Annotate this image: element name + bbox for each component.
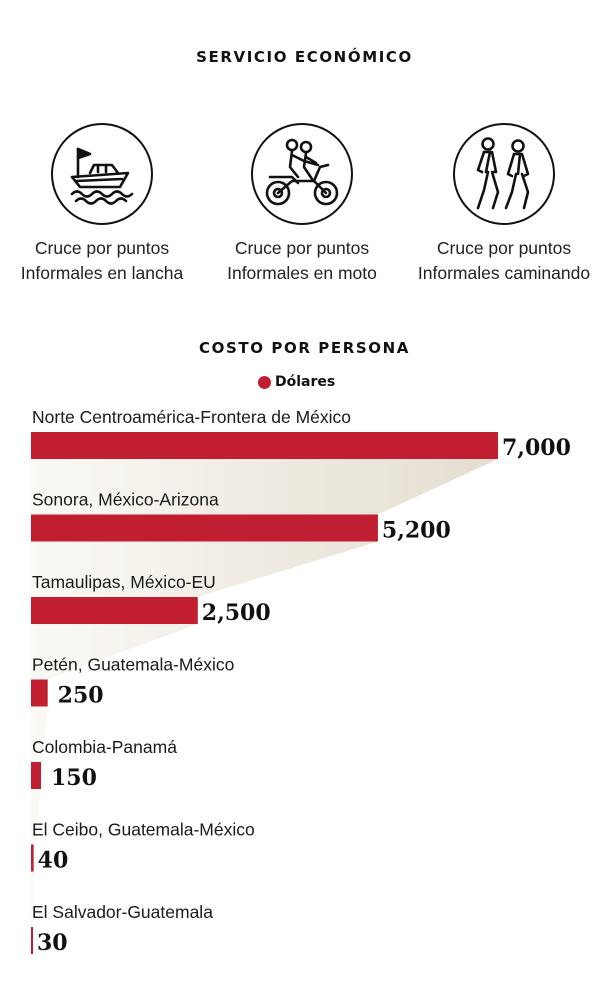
legend-label: Dólares	[275, 374, 336, 390]
bar	[31, 844, 34, 872]
value-label: 150	[51, 765, 97, 791]
bar	[31, 927, 34, 954]
bar	[31, 514, 378, 542]
chart-title: COSTO POR PERSONA	[199, 339, 410, 357]
category-label: Colombia-Panamá	[32, 737, 177, 757]
category-label: El Ceibo, Guatemala-México	[32, 820, 255, 840]
mode-caption-line2: Informales en lancha	[20, 263, 184, 283]
value-label: 7,000	[502, 435, 571, 461]
chart-legend: Dólares	[258, 374, 335, 390]
value-label: 250	[58, 683, 104, 709]
mode-walking: Cruce por puntos Informales caminando	[404, 123, 604, 286]
category-label: Tamaulipas, México-EU	[32, 572, 216, 592]
category-label: Sonora, México-Arizona	[32, 490, 219, 510]
bar	[31, 432, 498, 459]
boat-icon	[51, 123, 153, 225]
value-label: 40	[38, 848, 69, 874]
bar	[31, 762, 42, 789]
category-label: Petén, Guatemala-México	[32, 655, 234, 675]
mode-caption-line2: Informales en moto	[227, 263, 377, 283]
category-label: El Salvador-Guatemala	[32, 902, 213, 922]
motorcycle-icon	[251, 123, 353, 225]
mode-caption-line1: Cruce por puntos	[436, 238, 572, 258]
value-wedge-shading	[31, 432, 498, 954]
legend-dot	[258, 375, 271, 389]
value-label: 30	[37, 930, 68, 956]
bar	[31, 679, 48, 707]
category-label: Norte Centroamérica-Frontera de México	[32, 407, 351, 427]
mode-caption-line1: Cruce por puntos	[234, 238, 370, 258]
mode-boat: Cruce por puntos Informales en lancha	[2, 123, 202, 286]
mode-motorcycle: Cruce por puntos Informales en moto	[202, 123, 402, 286]
bar	[31, 597, 198, 624]
value-label: 5,200	[382, 518, 451, 544]
walking-people-icon	[453, 123, 555, 225]
mode-caption-line2: Informales caminando	[417, 263, 591, 283]
value-label: 2,500	[202, 600, 271, 626]
mode-caption-line1: Cruce por puntos	[34, 238, 170, 258]
service-title: SERVICIO ECONÓMICO	[196, 48, 413, 66]
